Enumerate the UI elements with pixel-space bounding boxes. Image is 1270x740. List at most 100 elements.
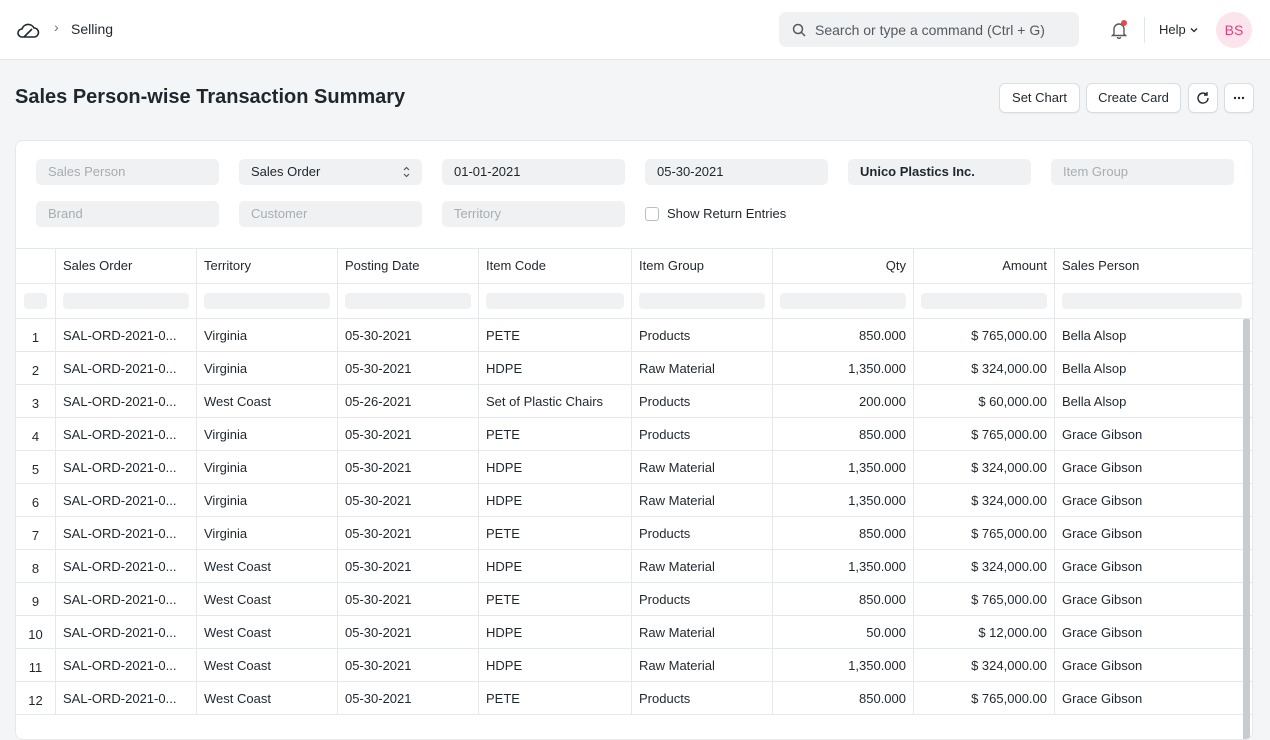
table-row[interactable]: 8 SAL-ORD-2021-0... West Coast 05-30-2021 HD… — [16, 550, 1252, 583]
table-row[interactable]: 6 SAL-ORD-2021-0... Virginia 05-30-2021 HDPE… — [16, 484, 1252, 517]
cell-sales-order[interactable]: SAL-ORD-2021-0... — [56, 418, 197, 450]
cell-amount[interactable]: $ 12,000.00 — [914, 616, 1055, 648]
cell-sales-person[interactable]: Bella Alsop — [1062, 361, 1127, 376]
breadcrumb-selling[interactable]: Selling — [71, 21, 114, 37]
cell-qty[interactable]: 50.000 — [773, 616, 914, 648]
cell-qty[interactable]: 850.000 — [773, 583, 914, 615]
to-date-field[interactable]: 05-30-2021 — [645, 159, 828, 185]
table-row[interactable]: 1 SAL-ORD-2021-0... Virginia 05-30-2021 PETE… — [16, 319, 1252, 352]
cell-qty[interactable]: 850.000 — [773, 319, 914, 351]
cell-item-code[interactable]: HDPE — [479, 550, 632, 582]
company-field[interactable]: Unico Plastics Inc. — [848, 159, 1031, 185]
cell-posting-date[interactable]: 05-30-2021 — [338, 451, 479, 483]
sales-person-filter[interactable]: Sales Person — [36, 159, 219, 185]
search-bar[interactable]: Search or type a command (Ctrl + G) — [779, 12, 1079, 47]
doc-type-select[interactable]: Sales Order — [239, 159, 422, 185]
header-amount[interactable]: Amount — [914, 249, 1055, 283]
cell-posting-date[interactable]: 05-26-2021 — [338, 385, 479, 417]
cell-sales-order[interactable]: SAL-ORD-2021-0... — [56, 451, 197, 483]
row-index[interactable]: 12 — [16, 682, 56, 714]
cell-item-group[interactable]: Products — [632, 583, 773, 615]
show-return-entries-checkbox[interactable] — [645, 207, 659, 221]
user-avatar[interactable]: BS — [1216, 12, 1252, 48]
cell-territory[interactable]: Virginia — [197, 418, 338, 450]
cell-item-group[interactable]: Products — [632, 682, 773, 714]
cell-qty[interactable]: 1,350.000 — [773, 352, 914, 384]
row-index[interactable]: 2 — [16, 352, 56, 384]
cell-amount[interactable]: $ 765,000.00 — [914, 682, 1055, 714]
cell-posting-date[interactable]: 05-30-2021 — [338, 583, 479, 615]
cell-territory[interactable]: Virginia — [197, 484, 338, 516]
cell-posting-date[interactable]: 05-30-2021 — [338, 418, 479, 450]
column-filter-input[interactable] — [345, 293, 471, 309]
row-index[interactable]: 8 — [16, 550, 56, 582]
header-posting-date[interactable]: Posting Date — [338, 249, 479, 283]
table-row[interactable]: 2 SAL-ORD-2021-0... Virginia 05-30-2021 HDPE… — [16, 352, 1252, 385]
cell-amount[interactable]: $ 765,000.00 — [914, 319, 1055, 351]
cell-territory[interactable]: Virginia — [197, 352, 338, 384]
column-filter-input[interactable] — [486, 293, 624, 309]
cell-territory[interactable]: West Coast — [197, 649, 338, 681]
cell-amount[interactable]: $ 324,000.00 — [914, 649, 1055, 681]
cell-item-group[interactable]: Products — [632, 385, 773, 417]
cell-item-group[interactable]: Raw Material — [632, 649, 773, 681]
cell-qty[interactable]: 200.000 — [773, 385, 914, 417]
cell-territory[interactable]: Virginia — [197, 451, 338, 483]
row-index[interactable]: 11 — [16, 649, 56, 681]
territory-filter[interactable]: Territory — [442, 201, 625, 227]
cell-item-group[interactable]: Raw Material — [632, 451, 773, 483]
cell-territory[interactable]: West Coast — [197, 583, 338, 615]
cell-territory[interactable]: West Coast — [197, 682, 338, 714]
cell-item-code[interactable]: HDPE — [479, 649, 632, 681]
row-index[interactable]: 6 — [16, 484, 56, 516]
cell-item-group[interactable]: Products — [632, 517, 773, 549]
cell-territory[interactable]: Virginia — [197, 319, 338, 351]
cell-item-code[interactable]: PETE — [479, 583, 632, 615]
create-card-button[interactable]: Create Card — [1086, 83, 1181, 113]
cell-posting-date[interactable]: 05-30-2021 — [338, 484, 479, 516]
cell-qty[interactable]: 1,350.000 — [773, 451, 914, 483]
cell-sales-person[interactable]: Grace Gibson — [1062, 559, 1143, 574]
frappe-cloud-logo-icon[interactable] — [16, 20, 40, 40]
cell-posting-date[interactable]: 05-30-2021 — [338, 517, 479, 549]
cell-sales-order[interactable]: SAL-ORD-2021-0... — [56, 649, 197, 681]
cell-item-code[interactable]: Set of Plastic Chairs — [479, 385, 632, 417]
set-chart-button[interactable]: Set Chart — [999, 83, 1080, 113]
cell-posting-date[interactable]: 05-30-2021 — [338, 682, 479, 714]
cell-sales-person[interactable]: Grace Gibson — [1062, 427, 1143, 442]
cell-item-code[interactable]: PETE — [479, 682, 632, 714]
refresh-button[interactable] — [1188, 83, 1218, 113]
cell-amount[interactable]: $ 324,000.00 — [914, 484, 1055, 516]
cell-qty[interactable]: 850.000 — [773, 517, 914, 549]
cell-posting-date[interactable]: 05-30-2021 — [338, 649, 479, 681]
cell-sales-order[interactable]: SAL-ORD-2021-0... — [56, 682, 197, 714]
cell-sales-person[interactable]: Grace Gibson — [1062, 493, 1143, 508]
cell-posting-date[interactable]: 05-30-2021 — [338, 616, 479, 648]
column-filter-input[interactable] — [921, 293, 1047, 309]
cell-qty[interactable]: 1,350.000 — [773, 550, 914, 582]
table-row[interactable]: 10 SAL-ORD-2021-0... West Coast 05-30-2021 H… — [16, 616, 1252, 649]
table-row[interactable]: 3 SAL-ORD-2021-0... West Coast 05-26-2021 Se… — [16, 385, 1252, 418]
column-filter-input[interactable] — [1062, 293, 1242, 309]
row-index[interactable]: 7 — [16, 517, 56, 549]
row-index[interactable]: 9 — [16, 583, 56, 615]
cell-sales-order[interactable]: SAL-ORD-2021-0... — [56, 517, 197, 549]
cell-item-group[interactable]: Products — [632, 418, 773, 450]
cell-sales-person[interactable]: Grace Gibson — [1062, 625, 1143, 640]
cell-sales-order[interactable]: SAL-ORD-2021-0... — [56, 616, 197, 648]
cell-amount[interactable]: $ 324,000.00 — [914, 451, 1055, 483]
header-item-code[interactable]: Item Code — [479, 249, 632, 283]
header-item-group[interactable]: Item Group — [632, 249, 773, 283]
cell-sales-person[interactable]: Grace Gibson — [1062, 526, 1143, 541]
row-index[interactable]: 3 — [16, 385, 56, 417]
item-group-filter[interactable]: Item Group — [1051, 159, 1234, 185]
cell-qty[interactable]: 1,350.000 — [773, 484, 914, 516]
cell-item-group[interactable]: Raw Material — [632, 550, 773, 582]
row-index[interactable]: 4 — [16, 418, 56, 450]
cell-sales-person[interactable]: Grace Gibson — [1062, 658, 1143, 673]
cell-amount[interactable]: $ 60,000.00 — [914, 385, 1055, 417]
cell-item-code[interactable]: PETE — [479, 319, 632, 351]
cell-item-code[interactable]: HDPE — [479, 484, 632, 516]
column-filter-input[interactable] — [639, 293, 765, 309]
cell-item-code[interactable]: PETE — [479, 517, 632, 549]
